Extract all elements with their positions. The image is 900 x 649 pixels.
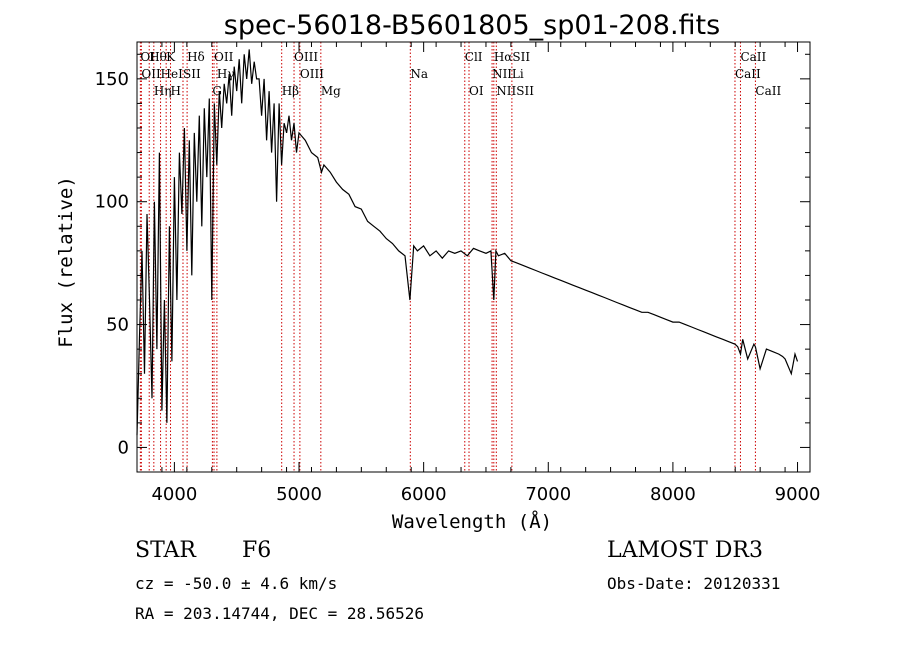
line-marker-label: OIII bbox=[294, 50, 318, 64]
y-tick-label: 100 bbox=[95, 192, 129, 213]
line-marker-label: Mg bbox=[321, 84, 341, 98]
line-marker-label: SII bbox=[183, 67, 201, 81]
x-tick-label: 7000 bbox=[525, 484, 571, 505]
line-marker-label: HαSII bbox=[494, 50, 531, 64]
line-marker-label: Hδ bbox=[187, 50, 205, 64]
line-marker-label: NIISII bbox=[496, 84, 534, 98]
line-marker-label: NII bbox=[492, 67, 512, 81]
sky-coordinates: RA = 203.14744, DEC = 28.56526 bbox=[135, 604, 424, 623]
y-tick-label: 0 bbox=[118, 437, 129, 458]
x-tick-label: 5000 bbox=[276, 484, 322, 505]
chart-title: spec-56018-B5601805_sp01-208.fits bbox=[224, 10, 720, 41]
observation-date: Obs-Date: 20120331 bbox=[607, 574, 781, 593]
x-tick-label: 6000 bbox=[401, 484, 447, 505]
line-marker-label: Hγ bbox=[217, 67, 235, 81]
line-marker-label: CaII bbox=[735, 67, 761, 81]
spectrum-chart: spec-56018-B5601805_sp01-208.fits Hθ K Hδ O… bbox=[55, 10, 821, 533]
line-marker-label: OI bbox=[469, 84, 484, 98]
plot-frame bbox=[136, 41, 811, 473]
y-axis-label: Flux (relative) bbox=[55, 176, 77, 348]
line-marker-label: Na bbox=[410, 67, 428, 81]
x-tick-label: 8000 bbox=[650, 484, 696, 505]
line-marker-label: Hβ bbox=[282, 84, 299, 98]
x-tick-label: 9000 bbox=[775, 484, 821, 505]
line-marker-label: Hθ bbox=[149, 50, 167, 64]
spectral-subclass: F6 bbox=[242, 538, 272, 563]
object-type: STAR bbox=[135, 538, 196, 563]
emission-line-labels: Hθ K Hδ OII OIII ClI HαSII CaII OI HeI SII Hγ OIII Na… bbox=[140, 50, 781, 98]
line-marker-label: ClI bbox=[465, 50, 483, 64]
x-axis-label: Wavelength (Å) bbox=[392, 510, 552, 533]
line-marker-label: HeI bbox=[161, 67, 184, 81]
axis-ticks bbox=[136, 42, 811, 473]
axis-tick-labels: 4000 5000 6000 7000 8000 9000 0 50 100 150 bbox=[95, 69, 821, 505]
y-tick-label: 50 bbox=[106, 315, 129, 336]
line-marker-label: CaII bbox=[740, 50, 766, 64]
survey-name: LAMOST DR3 bbox=[607, 538, 763, 563]
radial-velocity: cz = -50.0 ± 4.6 km/s bbox=[135, 574, 338, 593]
line-marker-label: Hη bbox=[154, 84, 172, 98]
line-marker-label: OII bbox=[141, 67, 161, 81]
y-tick-label: 150 bbox=[95, 69, 129, 90]
line-marker-label: Li bbox=[512, 67, 524, 81]
spectrum-line bbox=[136, 49, 799, 436]
line-marker-label: G bbox=[212, 84, 222, 98]
line-marker-label: OI bbox=[140, 50, 155, 64]
line-marker-label: CaII bbox=[755, 84, 781, 98]
line-marker-label: K bbox=[166, 50, 176, 64]
line-marker-label: H bbox=[171, 84, 181, 98]
line-marker-label: OIII bbox=[300, 67, 324, 81]
line-marker-label: OII bbox=[214, 50, 234, 64]
x-tick-label: 4000 bbox=[151, 484, 197, 505]
